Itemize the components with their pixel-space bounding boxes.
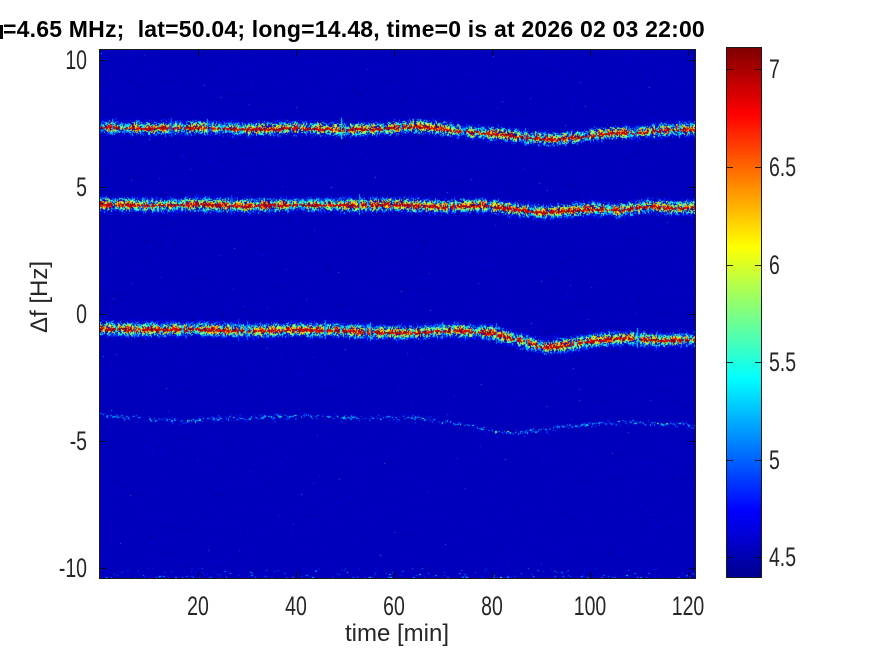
colorbar-tick-mark bbox=[727, 167, 733, 168]
y-tick-mark bbox=[100, 441, 106, 442]
y-tick-mark bbox=[689, 60, 695, 61]
colorbar-tick-label: 5.5 bbox=[769, 347, 797, 378]
colorbar-tick-mark bbox=[727, 460, 733, 461]
y-tick-label: -5 bbox=[69, 425, 87, 456]
plot-title: =4.65 MHz; lat=50.04; long=14.48, time=0… bbox=[3, 16, 705, 42]
x-tick-label: 60 bbox=[382, 591, 405, 621]
plot-area bbox=[99, 49, 696, 579]
y-tick-mark bbox=[100, 187, 106, 188]
colorbar-tick-label: 5 bbox=[769, 444, 780, 475]
x-tick-label: 20 bbox=[187, 591, 209, 621]
y-tick-mark bbox=[689, 314, 695, 315]
x-tick-mark bbox=[394, 50, 395, 56]
colorbar-tick-mark bbox=[755, 265, 761, 266]
colorbar-tick-mark bbox=[727, 362, 733, 363]
y-tick-mark bbox=[689, 441, 695, 442]
clipped-title-fragment bbox=[0, 25, 3, 39]
colorbar-tick-label: 7 bbox=[769, 54, 780, 85]
x-tick-mark bbox=[590, 572, 591, 578]
x-tick-mark bbox=[198, 572, 199, 578]
x-tick-mark bbox=[394, 572, 395, 578]
y-tick-mark bbox=[100, 60, 106, 61]
x-tick-label: 100 bbox=[573, 591, 606, 621]
y-tick-label: 5 bbox=[76, 172, 87, 203]
colorbar-tick-mark bbox=[755, 557, 761, 558]
colorbar-tick-mark bbox=[727, 69, 733, 70]
y-tick-label: 10 bbox=[65, 45, 87, 76]
spectrogram-canvas bbox=[100, 50, 695, 578]
x-tick-label: 40 bbox=[285, 591, 307, 621]
y-tick-mark bbox=[689, 568, 695, 569]
colorbar-tick-mark bbox=[755, 362, 761, 363]
colorbar-tick-mark bbox=[755, 460, 761, 461]
x-tick-label: 80 bbox=[480, 591, 503, 621]
colorbar-tick-label: 6 bbox=[769, 249, 780, 280]
colorbar-tick-mark bbox=[727, 265, 733, 266]
x-tick-mark bbox=[688, 572, 689, 578]
x-tick-label: 120 bbox=[671, 591, 704, 621]
x-tick-mark bbox=[492, 50, 493, 56]
x-axis-label: time [min] bbox=[344, 620, 449, 647]
y-tick-mark bbox=[100, 568, 106, 569]
colorbar bbox=[726, 47, 762, 578]
y-tick-mark bbox=[100, 314, 106, 315]
x-tick-mark bbox=[198, 50, 199, 56]
x-tick-mark bbox=[688, 50, 689, 56]
colorbar-tick-mark bbox=[755, 69, 761, 70]
y-tick-label: 0 bbox=[76, 299, 87, 329]
x-tick-mark bbox=[492, 572, 493, 578]
colorbar-tick-label: 4.5 bbox=[769, 542, 797, 573]
x-tick-mark bbox=[296, 572, 297, 578]
colorbar-tick-mark bbox=[755, 167, 761, 168]
y-tick-label: -10 bbox=[58, 552, 87, 583]
colorbar-tick-label: 6.5 bbox=[769, 152, 797, 183]
x-tick-mark bbox=[590, 50, 591, 56]
colorbar-tick-mark bbox=[727, 557, 733, 558]
x-tick-mark bbox=[296, 50, 297, 56]
y-tick-mark bbox=[689, 187, 695, 188]
